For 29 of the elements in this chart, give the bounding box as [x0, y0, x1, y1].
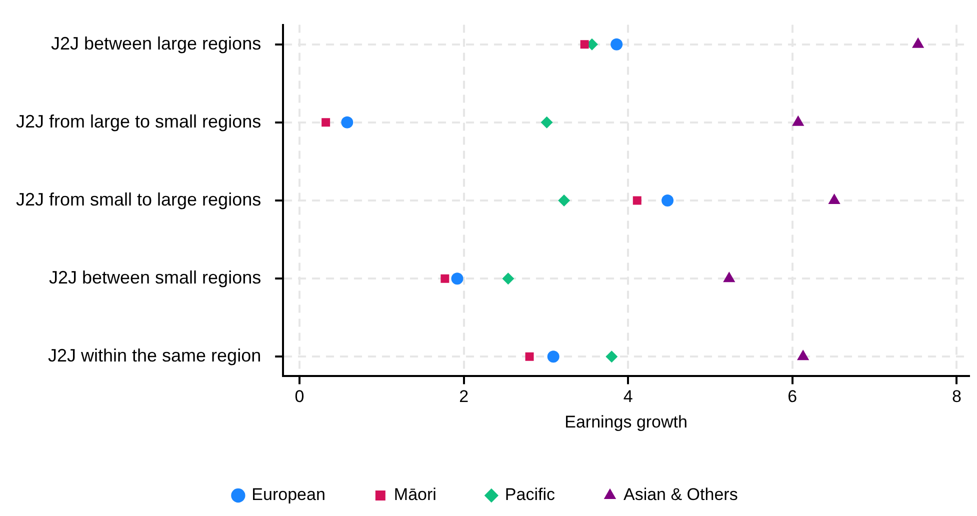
- y-tick-label: J2J from large to small regions: [16, 111, 262, 132]
- point: [580, 40, 589, 49]
- legend-label: Māori: [394, 485, 436, 504]
- point: [632, 196, 642, 205]
- legend-label: Asian & Others: [623, 485, 738, 504]
- y-tick-label: J2J between small regions: [48, 268, 262, 288]
- point: [525, 352, 534, 361]
- point: [502, 272, 514, 285]
- legend-label: European: [252, 485, 326, 504]
- point: [322, 118, 330, 127]
- legend-label: Pacific: [504, 485, 556, 504]
- point: [451, 272, 464, 285]
- point: [662, 194, 674, 206]
- point: [540, 116, 553, 128]
- x-tick-label: 4: [623, 387, 633, 406]
- point: [341, 116, 354, 128]
- x-tick-label: 8: [952, 387, 962, 406]
- x-axis-title: Earnings growth: [564, 412, 688, 432]
- point: [547, 350, 560, 363]
- y-tick-label: J2J from small to large regions: [16, 189, 262, 210]
- point: [610, 38, 623, 50]
- y-tick-label: J2J between large regions: [50, 33, 262, 54]
- point: [558, 194, 570, 206]
- point: [606, 350, 618, 363]
- x-tick-label: 0: [294, 387, 304, 406]
- x-tick-label: 2: [459, 387, 469, 406]
- point: [440, 274, 450, 283]
- x-tick-label: 6: [788, 387, 798, 406]
- y-tick-label: J2J within the same region: [48, 346, 262, 366]
